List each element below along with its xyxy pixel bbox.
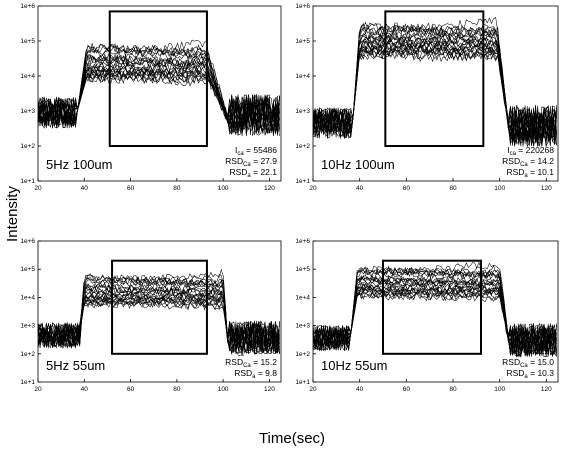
y-tick-label: 1e+1 — [295, 379, 310, 386]
stat-line: RSDCa = 15.2 — [225, 357, 277, 369]
selection-box — [108, 10, 208, 147]
x-tick-label: 40 — [356, 386, 364, 393]
axes-frame — [312, 240, 559, 383]
panel-title: 10Hz 100um — [321, 157, 395, 172]
x-tick-label: 20 — [309, 185, 317, 192]
y-tick-label: 1e+6 — [295, 3, 310, 10]
axes-frame — [37, 240, 282, 383]
stat-line: Ica = 55486 — [235, 145, 277, 157]
chart-panel-3: 1e+1 1e+2 1e+3 1e+4 1e+5 1e+6 20 40 60 80 100 120 5H… — [20, 238, 282, 393]
x-tick-label: 100 — [494, 386, 505, 393]
stat-line: RSDCa = 14.2 — [502, 156, 554, 168]
x-tick-label: 20 — [34, 386, 42, 393]
y-tick-label: 1e+2 — [20, 351, 35, 358]
selection-box — [384, 10, 485, 147]
x-tick-label: 40 — [81, 386, 89, 393]
x-tick-label: 40 — [356, 185, 364, 192]
x-tick-label: 60 — [127, 386, 135, 393]
x-tick-label: 60 — [403, 386, 411, 393]
y-tick-label: 1e+3 — [295, 108, 310, 115]
x-tick-label: 100 — [218, 386, 229, 393]
y-tick-label: 1e+4 — [295, 294, 310, 301]
stat-line: RSDa = 22.1 — [229, 167, 277, 179]
y-tick-label: 1e+3 — [20, 323, 35, 330]
y-tick-label: 1e+4 — [20, 294, 35, 301]
x-tick-label: 40 — [81, 185, 89, 192]
y-tick-label: 1e+2 — [295, 143, 310, 150]
y-tick-label: 1e+3 — [295, 323, 310, 330]
y-tick-label: 1e+6 — [295, 238, 310, 245]
stat-line: RSDCa = 15.0 — [502, 357, 554, 369]
panel-title: 5Hz 55um — [46, 358, 105, 373]
y-tick-label: 1e+5 — [295, 38, 310, 45]
axes-frame — [312, 5, 559, 182]
chart-panel-1: 1e+1 1e+2 1e+3 1e+4 1e+5 1e+6 20 40 60 80 100 120 5H… — [20, 3, 282, 192]
panel-title: 5Hz 100um — [46, 157, 112, 172]
y-tick-label: 1e+1 — [20, 178, 35, 185]
data-trace — [312, 261, 557, 357]
y-tick-label: 1e+5 — [20, 266, 35, 273]
y-tick-label: 1e+6 — [20, 238, 35, 245]
stat-line: Ica = 220268 — [507, 145, 554, 157]
axes-frame — [37, 5, 282, 182]
y-tick-label: 1e+4 — [295, 73, 310, 80]
x-tick-label: 120 — [264, 185, 275, 192]
y-tick-label: 1e+2 — [20, 143, 35, 150]
x-tick-label: 20 — [34, 185, 42, 192]
stat-line: RSDa = 10.3 — [506, 368, 554, 380]
x-tick-label: 60 — [403, 185, 411, 192]
x-tick-label: 80 — [449, 185, 457, 192]
x-tick-label: 20 — [309, 386, 317, 393]
data-trace — [37, 273, 280, 354]
x-tick-label: 80 — [173, 386, 181, 393]
stat-line: RSDa = 9.8 — [234, 368, 277, 380]
y-tick-label: 1e+4 — [20, 73, 35, 80]
x-tick-label: 100 — [494, 185, 505, 192]
x-tick-label: 80 — [173, 185, 181, 192]
chart-panel-2: 1e+1 1e+2 1e+3 1e+4 1e+5 1e+6 20 40 60 80 100 120 10… — [295, 3, 559, 192]
x-tick-label: 120 — [264, 386, 275, 393]
panel-title: 10Hz 55um — [321, 358, 387, 373]
x-tick-label: 60 — [127, 185, 135, 192]
stat-line: Ica = 38668 — [235, 346, 277, 358]
y-tick-label: 1e+2 — [295, 351, 310, 358]
x-tick-label: 120 — [541, 386, 552, 393]
y-tick-label: 1e+1 — [295, 178, 310, 185]
x-tick-label: 120 — [541, 185, 552, 192]
y-tick-label: 1e+6 — [20, 3, 35, 10]
x-tick-label: 80 — [449, 386, 457, 393]
x-tick-label: 100 — [218, 185, 229, 192]
y-tick-label: 1e+5 — [20, 38, 35, 45]
data-trace — [37, 39, 280, 134]
x-axis-label: Time(sec) — [258, 430, 326, 447]
stat-line: Ica = 80229 — [512, 346, 554, 358]
data-trace — [37, 273, 280, 354]
y-tick-label: 1e+3 — [20, 108, 35, 115]
selection-box — [382, 259, 482, 355]
stat-line: RSDCa = 27.9 — [225, 156, 277, 168]
data-trace — [37, 268, 280, 355]
y-tick-label: 1e+5 — [295, 266, 310, 273]
y-tick-label: 1e+1 — [20, 379, 35, 386]
stat-line: RSDa = 10.1 — [506, 167, 554, 179]
data-trace — [312, 17, 557, 143]
chart-panel-4: 1e+1 1e+2 1e+3 1e+4 1e+5 1e+6 20 40 60 80 100 120 10… — [295, 238, 559, 393]
selection-box — [111, 259, 208, 355]
